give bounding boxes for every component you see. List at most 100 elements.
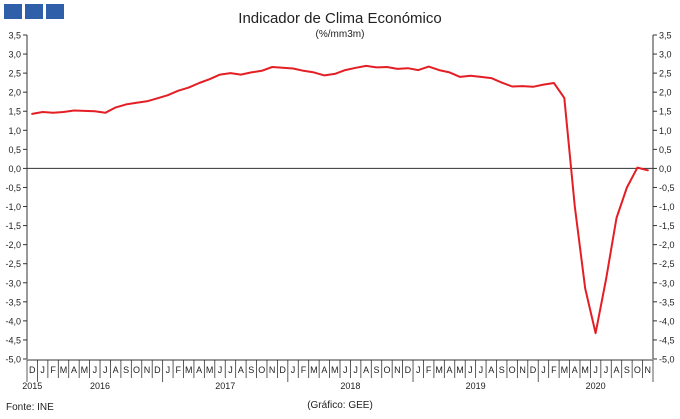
y-tick-label-left: -3,5 [5,297,21,307]
data-point [73,109,75,111]
data-point [177,89,179,91]
y-tick-label-right: -4,5 [659,335,675,345]
data-point [427,65,429,67]
month-tick-label: M [185,365,193,375]
data-point [469,75,471,77]
series-line [31,64,649,335]
month-tick-label: M [561,365,569,375]
month-tick-label: F [50,365,56,375]
data-point [250,71,252,73]
data-point [198,82,200,84]
y-tick-label-right: 1,5 [659,107,672,117]
month-tick-label: D [530,365,537,375]
data-point [156,97,158,99]
y-tick-label-right: -0,5 [659,183,675,193]
data-point [365,65,367,67]
data-point [574,205,576,207]
y-tick-label-left: -1,0 [5,202,21,212]
y-tick-label-left: 2,5 [8,69,21,79]
month-tick-label: J [343,365,348,375]
data-point [292,67,294,69]
month-tick-label: A [447,365,453,375]
month-tick-label: D [405,365,412,375]
year-label: 2020 [586,381,606,391]
data-point [647,169,649,171]
y-tick-label-right: 1,0 [659,126,672,136]
data-point [146,100,148,102]
year-label: 2015 [22,381,42,391]
month-tick-label: M [581,365,589,375]
month-tick-label: J [218,365,223,375]
month-tick-label: D [279,365,286,375]
data-point [52,112,54,114]
y-tick-label-right: -5,0 [659,355,675,365]
month-tick-label: A [488,365,494,375]
year-label: 2019 [466,381,486,391]
y-tick-label-left: 2,0 [8,88,21,98]
data-point [459,76,461,78]
data-point [594,332,596,334]
chart-credit: (Gráfico: GEE) [307,400,373,411]
month-tick-label: J [228,365,233,375]
month-tick-label: F [176,365,182,375]
y-tick-label-left: -4,5 [5,335,21,345]
month-tick-label: D [154,365,161,375]
month-tick-label: O [133,365,140,375]
data-point [31,113,33,115]
month-tick-label: N [269,365,276,375]
month-tick-label: J [604,365,609,375]
month-tick-label: N [394,365,401,375]
data-point [407,67,409,69]
month-tick-label: M [310,365,318,375]
data-point [375,66,377,68]
data-point [553,82,555,84]
month-tick-label: O [509,365,516,375]
data-point [615,217,617,219]
data-point [229,72,231,74]
month-tick-label: S [123,365,129,375]
y-tick-label-left: 3,5 [8,31,21,41]
month-tick-label: M [81,365,89,375]
y-tick-label-left: 1,5 [8,107,21,117]
y-tick-label-left: -2,5 [5,259,21,269]
y-tick-label-right: -3,5 [659,297,675,307]
source-note: Fonte: INE [6,402,54,413]
y-tick-label-right: 3,5 [659,31,672,41]
data-point [208,78,210,80]
y-tick-label-right: -2,5 [659,259,675,269]
month-tick-label: J [353,365,358,375]
month-tick-label: A [238,365,244,375]
data-point [240,73,242,75]
year-label: 2017 [215,381,235,391]
data-point [386,66,388,68]
data-point [188,86,190,88]
y-tick-label-left: -4,0 [5,316,21,326]
month-tick-label: J [166,365,171,375]
y-tick-label-right: 2,0 [659,88,672,98]
month-tick-label: A [196,365,202,375]
month-tick-label: S [374,365,380,375]
month-tick-label: M [206,365,214,375]
month-tick-label: F [301,365,307,375]
y-tick-label-left: 0,0 [8,164,21,174]
y-tick-label-right: 0,5 [659,145,672,155]
month-tick-label: J [93,365,98,375]
data-point [532,86,534,88]
data-point [563,97,565,99]
data-point [542,83,544,85]
month-tick-label: F [551,365,557,375]
month-tick-label: J [416,365,421,375]
chart-subtitle: (%/mm3m) [315,29,365,40]
data-point [261,70,263,72]
month-tick-label: A [113,365,119,375]
logo-block [25,4,43,19]
month-tick-label: M [331,365,339,375]
data-point [83,110,85,112]
data-point [501,81,503,83]
logo-block [4,4,22,19]
month-tick-label: S [248,365,254,375]
month-tick-label: O [258,365,265,375]
data-point [281,67,283,69]
month-tick-label: M [60,365,68,375]
